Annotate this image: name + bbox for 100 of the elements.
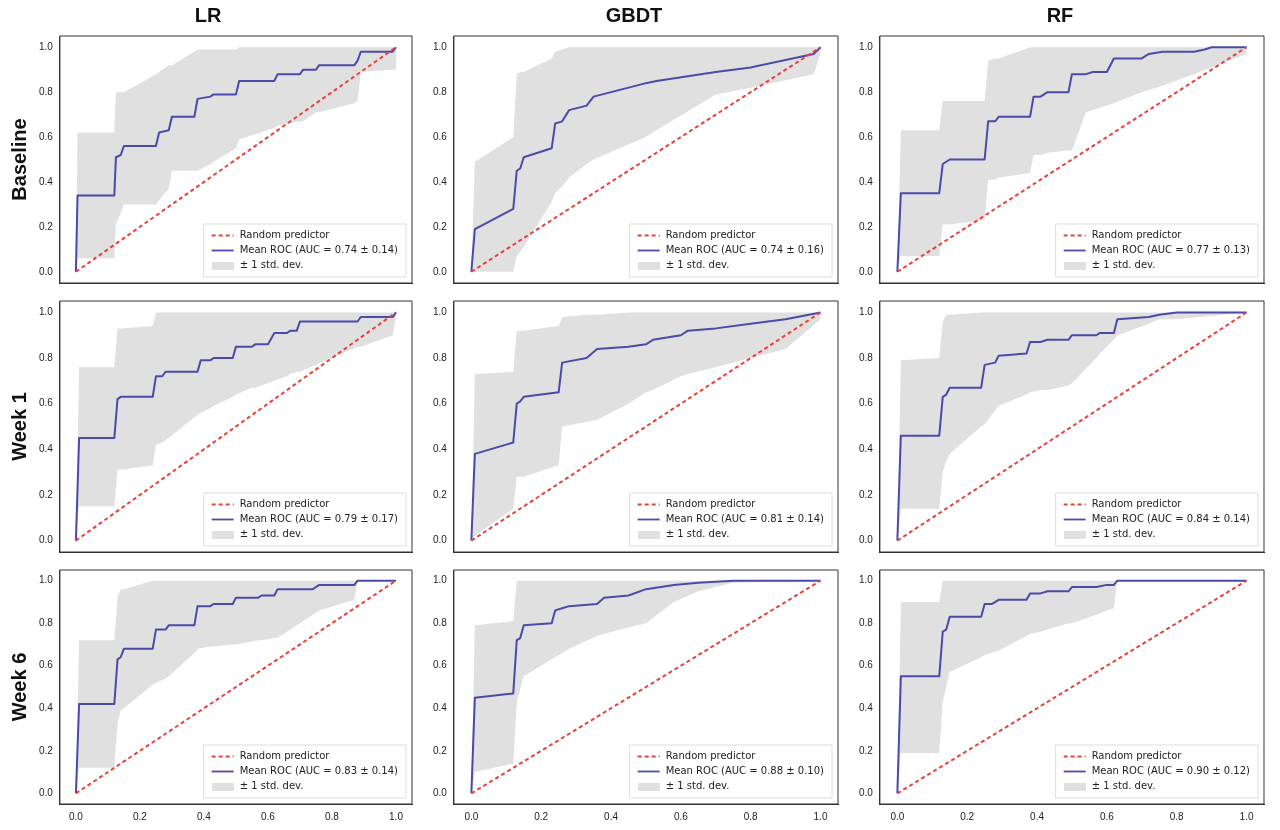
y-tick-label: 0.0	[433, 534, 448, 546]
y-tick-label: 0.4	[433, 175, 448, 187]
legend-label: Mean ROC (AUC = 0.74 ± 0.16)	[665, 244, 825, 256]
y-tick-label: 0.2	[433, 744, 448, 756]
y-tick-label: 1.0	[859, 306, 874, 318]
y-tick-label: 1.0	[39, 306, 54, 318]
legend-label: Random predictor	[239, 229, 331, 241]
y-tick-label: 0.6	[433, 397, 448, 409]
y-tick-label: 0.8	[859, 85, 874, 97]
y-tick-label: 0.2	[433, 488, 448, 500]
y-tick-label: 0.8	[39, 616, 54, 628]
x-tick-label: 0.8	[1169, 810, 1185, 822]
y-tick-label: 0.4	[859, 702, 874, 714]
y-tick-label: 0.8	[859, 351, 874, 363]
y-tick-label: 0.4	[39, 443, 54, 455]
y-tick-label: 0.0	[859, 534, 874, 546]
y-tick-label: 0.6	[433, 659, 448, 671]
y-tick-label: 0.6	[39, 397, 54, 409]
y-tick-label: 1.0	[39, 574, 54, 586]
y-axis-title: Baseline	[7, 118, 30, 201]
legend-label: Mean ROC (AUC = 0.74 ± 0.14)	[239, 244, 399, 256]
y-tick-label: 0.4	[433, 702, 448, 714]
y-axis-title: Week 1	[7, 392, 30, 461]
legend-label: Random predictor	[239, 750, 331, 762]
x-tick-label: 0.8	[325, 810, 340, 822]
y-tick-label: 0.6	[433, 130, 448, 142]
x-tick-label: 0.6	[261, 810, 276, 822]
y-tick-label: 0.4	[433, 443, 448, 455]
y-tick-label: 0.2	[39, 488, 54, 500]
x-tick-label: 0.0	[890, 810, 905, 822]
x-tick-label: 1.0	[389, 810, 404, 822]
y-tick-label: 0.6	[39, 130, 54, 142]
chart-title: GBDT	[605, 3, 663, 26]
y-tick-label: 0.0	[433, 787, 448, 799]
legend-label: Random predictor	[1091, 498, 1183, 510]
y-tick-label: 0.2	[433, 220, 448, 232]
y-tick-label: 1.0	[433, 40, 448, 52]
legend-label: Mean ROC (AUC = 0.77 ± 0.13)	[1091, 244, 1251, 256]
legend-label: Mean ROC (AUC = 0.79 ± 0.17)	[239, 513, 399, 525]
chart-title: RF	[1046, 3, 1074, 26]
y-axis-title: Week 6	[7, 652, 30, 722]
y-tick-label: 0.0	[859, 787, 874, 799]
legend-label: Random predictor	[1091, 229, 1183, 241]
x-tick-label: 0.4	[1030, 810, 1045, 822]
y-tick-label: 0.6	[859, 397, 874, 409]
y-tick-label: 0.2	[39, 744, 54, 756]
y-tick-label: 0.0	[39, 534, 54, 546]
y-tick-label: 1.0	[859, 574, 874, 586]
x-tick-label: 1.0	[1239, 810, 1254, 822]
y-tick-label: 0.4	[39, 175, 54, 187]
x-tick-label: 0.0	[68, 810, 84, 822]
x-tick-label: 0.2	[132, 810, 148, 822]
y-tick-label: 0.2	[859, 488, 874, 500]
legend-label: Mean ROC (AUC = 0.84 ± 0.14)	[1091, 513, 1251, 525]
x-tick-label: 0.8	[743, 810, 759, 822]
annotation: ± 1 std. dev.	[1091, 528, 1156, 540]
legend-label: Mean ROC (AUC = 0.83 ± 0.14)	[239, 765, 399, 777]
annotation: ± 1 std. dev.	[239, 259, 304, 271]
y-tick-label: 1.0	[39, 40, 54, 52]
y-tick-label: 0.2	[859, 220, 874, 232]
x-tick-label: 0.4	[604, 810, 619, 822]
y-tick-label: 1.0	[859, 40, 874, 52]
y-tick-label: 0.2	[859, 744, 874, 756]
y-tick-label: 0.0	[433, 265, 448, 277]
y-tick-label: 0.4	[859, 443, 874, 455]
y-tick-label: 0.6	[859, 130, 874, 142]
legend-label: Mean ROC (AUC = 0.90 ± 0.12)	[1091, 765, 1251, 777]
y-tick-label: 1.0	[433, 574, 448, 586]
x-tick-label: 0.2	[960, 810, 975, 822]
legend-label: Random predictor	[1091, 750, 1183, 762]
y-tick-label: 0.4	[859, 175, 874, 187]
legend-label: Random predictor	[665, 498, 757, 510]
y-tick-label: 1.0	[433, 306, 448, 318]
x-tick-label: 0.4	[196, 810, 212, 822]
y-tick-label: 0.0	[39, 265, 54, 277]
legend-label: Mean ROC (AUC = 0.88 ± 0.10)	[665, 765, 825, 777]
annotation: ± 1 std. dev.	[665, 780, 730, 792]
annotation: ± 1 std. dev.	[1091, 259, 1156, 271]
legend-label: Mean ROC (AUC = 0.81 ± 0.14)	[665, 513, 825, 525]
y-tick-label: 0.6	[859, 659, 874, 671]
y-tick-label: 0.8	[433, 616, 448, 628]
legend-label: Random predictor	[239, 498, 331, 510]
y-tick-label: 0.4	[39, 702, 54, 714]
annotation: ± 1 std. dev.	[239, 528, 304, 540]
chart-title: LR	[194, 3, 222, 26]
annotation: ± 1 std. dev.	[665, 259, 730, 271]
annotation: ± 1 std. dev.	[665, 528, 730, 540]
legend-label: Random predictor	[665, 750, 757, 762]
y-tick-label: 0.0	[859, 265, 874, 277]
y-tick-label: 0.8	[39, 351, 54, 363]
y-tick-label: 0.8	[39, 85, 54, 97]
y-tick-label: 0.8	[859, 616, 874, 628]
y-tick-label: 0.0	[39, 787, 54, 799]
annotation: ± 1 std. dev.	[239, 780, 304, 792]
annotation: ± 1 std. dev.	[1091, 780, 1156, 792]
y-tick-label: 0.8	[433, 85, 448, 97]
x-tick-label: 0.2	[534, 810, 549, 822]
y-tick-label: 0.2	[39, 220, 54, 232]
y-tick-label: 0.6	[39, 659, 54, 671]
x-tick-label: 0.6	[673, 810, 689, 822]
